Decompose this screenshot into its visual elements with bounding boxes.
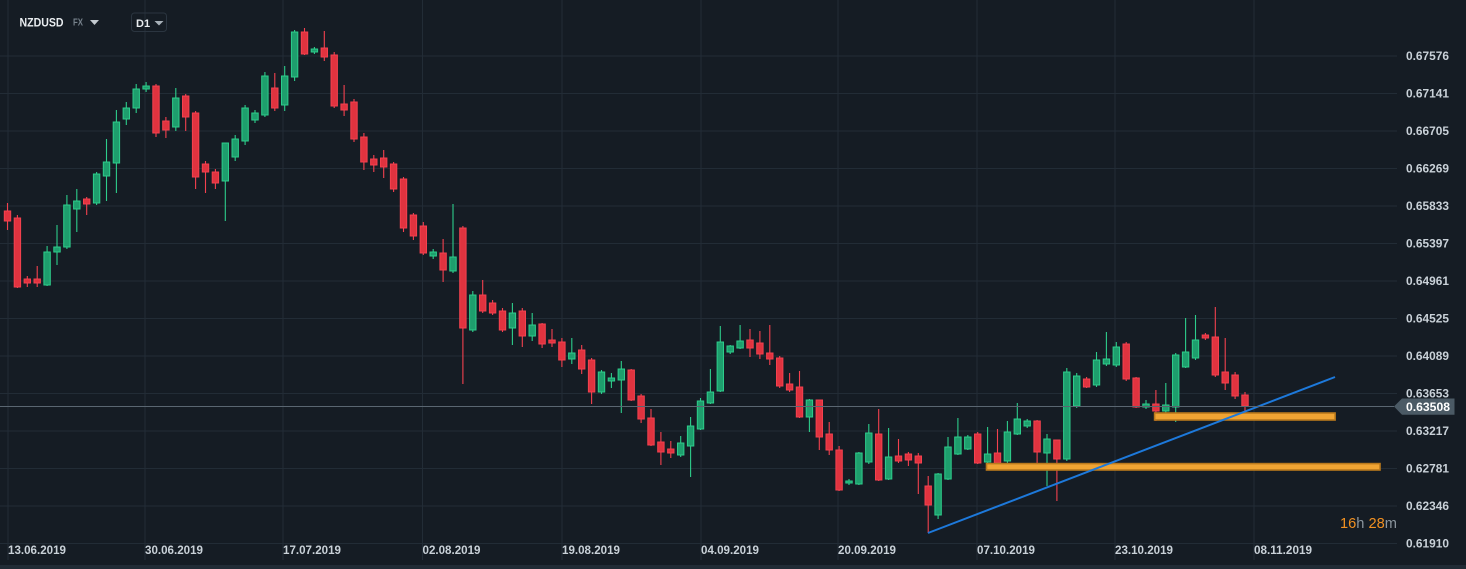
svg-text:23.10.2019: 23.10.2019: [1115, 543, 1173, 557]
svg-text:FX: FX: [73, 18, 83, 29]
svg-text:30.06.2019: 30.06.2019: [145, 543, 203, 557]
svg-text:13.06.2019: 13.06.2019: [8, 543, 66, 557]
svg-text:0.61910: 0.61910: [1406, 537, 1449, 551]
svg-text:0.64089: 0.64089: [1406, 349, 1449, 363]
svg-text:07.10.2019: 07.10.2019: [977, 543, 1035, 557]
svg-text:19.08.2019: 19.08.2019: [562, 543, 620, 557]
svg-text:08.11.2019: 08.11.2019: [1254, 543, 1312, 557]
svg-text:16h 28m: 16h 28m: [1340, 515, 1397, 532]
svg-text:17.07.2019: 17.07.2019: [283, 543, 341, 557]
svg-text:D1: D1: [136, 18, 150, 30]
svg-text:0.64961: 0.64961: [1406, 274, 1449, 288]
svg-text:0.62346: 0.62346: [1406, 499, 1449, 513]
svg-text:20.09.2019: 20.09.2019: [838, 543, 896, 557]
svg-text:02.08.2019: 02.08.2019: [423, 543, 481, 557]
svg-text:0.63508: 0.63508: [1406, 400, 1450, 414]
svg-text:0.64525: 0.64525: [1406, 312, 1449, 326]
svg-text:NZDUSD: NZDUSD: [20, 16, 64, 30]
svg-text:0.67576: 0.67576: [1406, 49, 1449, 63]
svg-text:0.66705: 0.66705: [1406, 124, 1449, 138]
svg-text:0.65833: 0.65833: [1406, 199, 1449, 213]
svg-text:0.67141: 0.67141: [1406, 87, 1449, 101]
svg-text:0.63217: 0.63217: [1406, 424, 1449, 438]
svg-text:0.63653: 0.63653: [1406, 387, 1449, 401]
svg-text:04.09.2019: 04.09.2019: [701, 543, 759, 557]
svg-text:0.65397: 0.65397: [1406, 237, 1449, 251]
svg-text:0.62781: 0.62781: [1406, 462, 1449, 476]
svg-text:0.66269: 0.66269: [1406, 162, 1449, 176]
